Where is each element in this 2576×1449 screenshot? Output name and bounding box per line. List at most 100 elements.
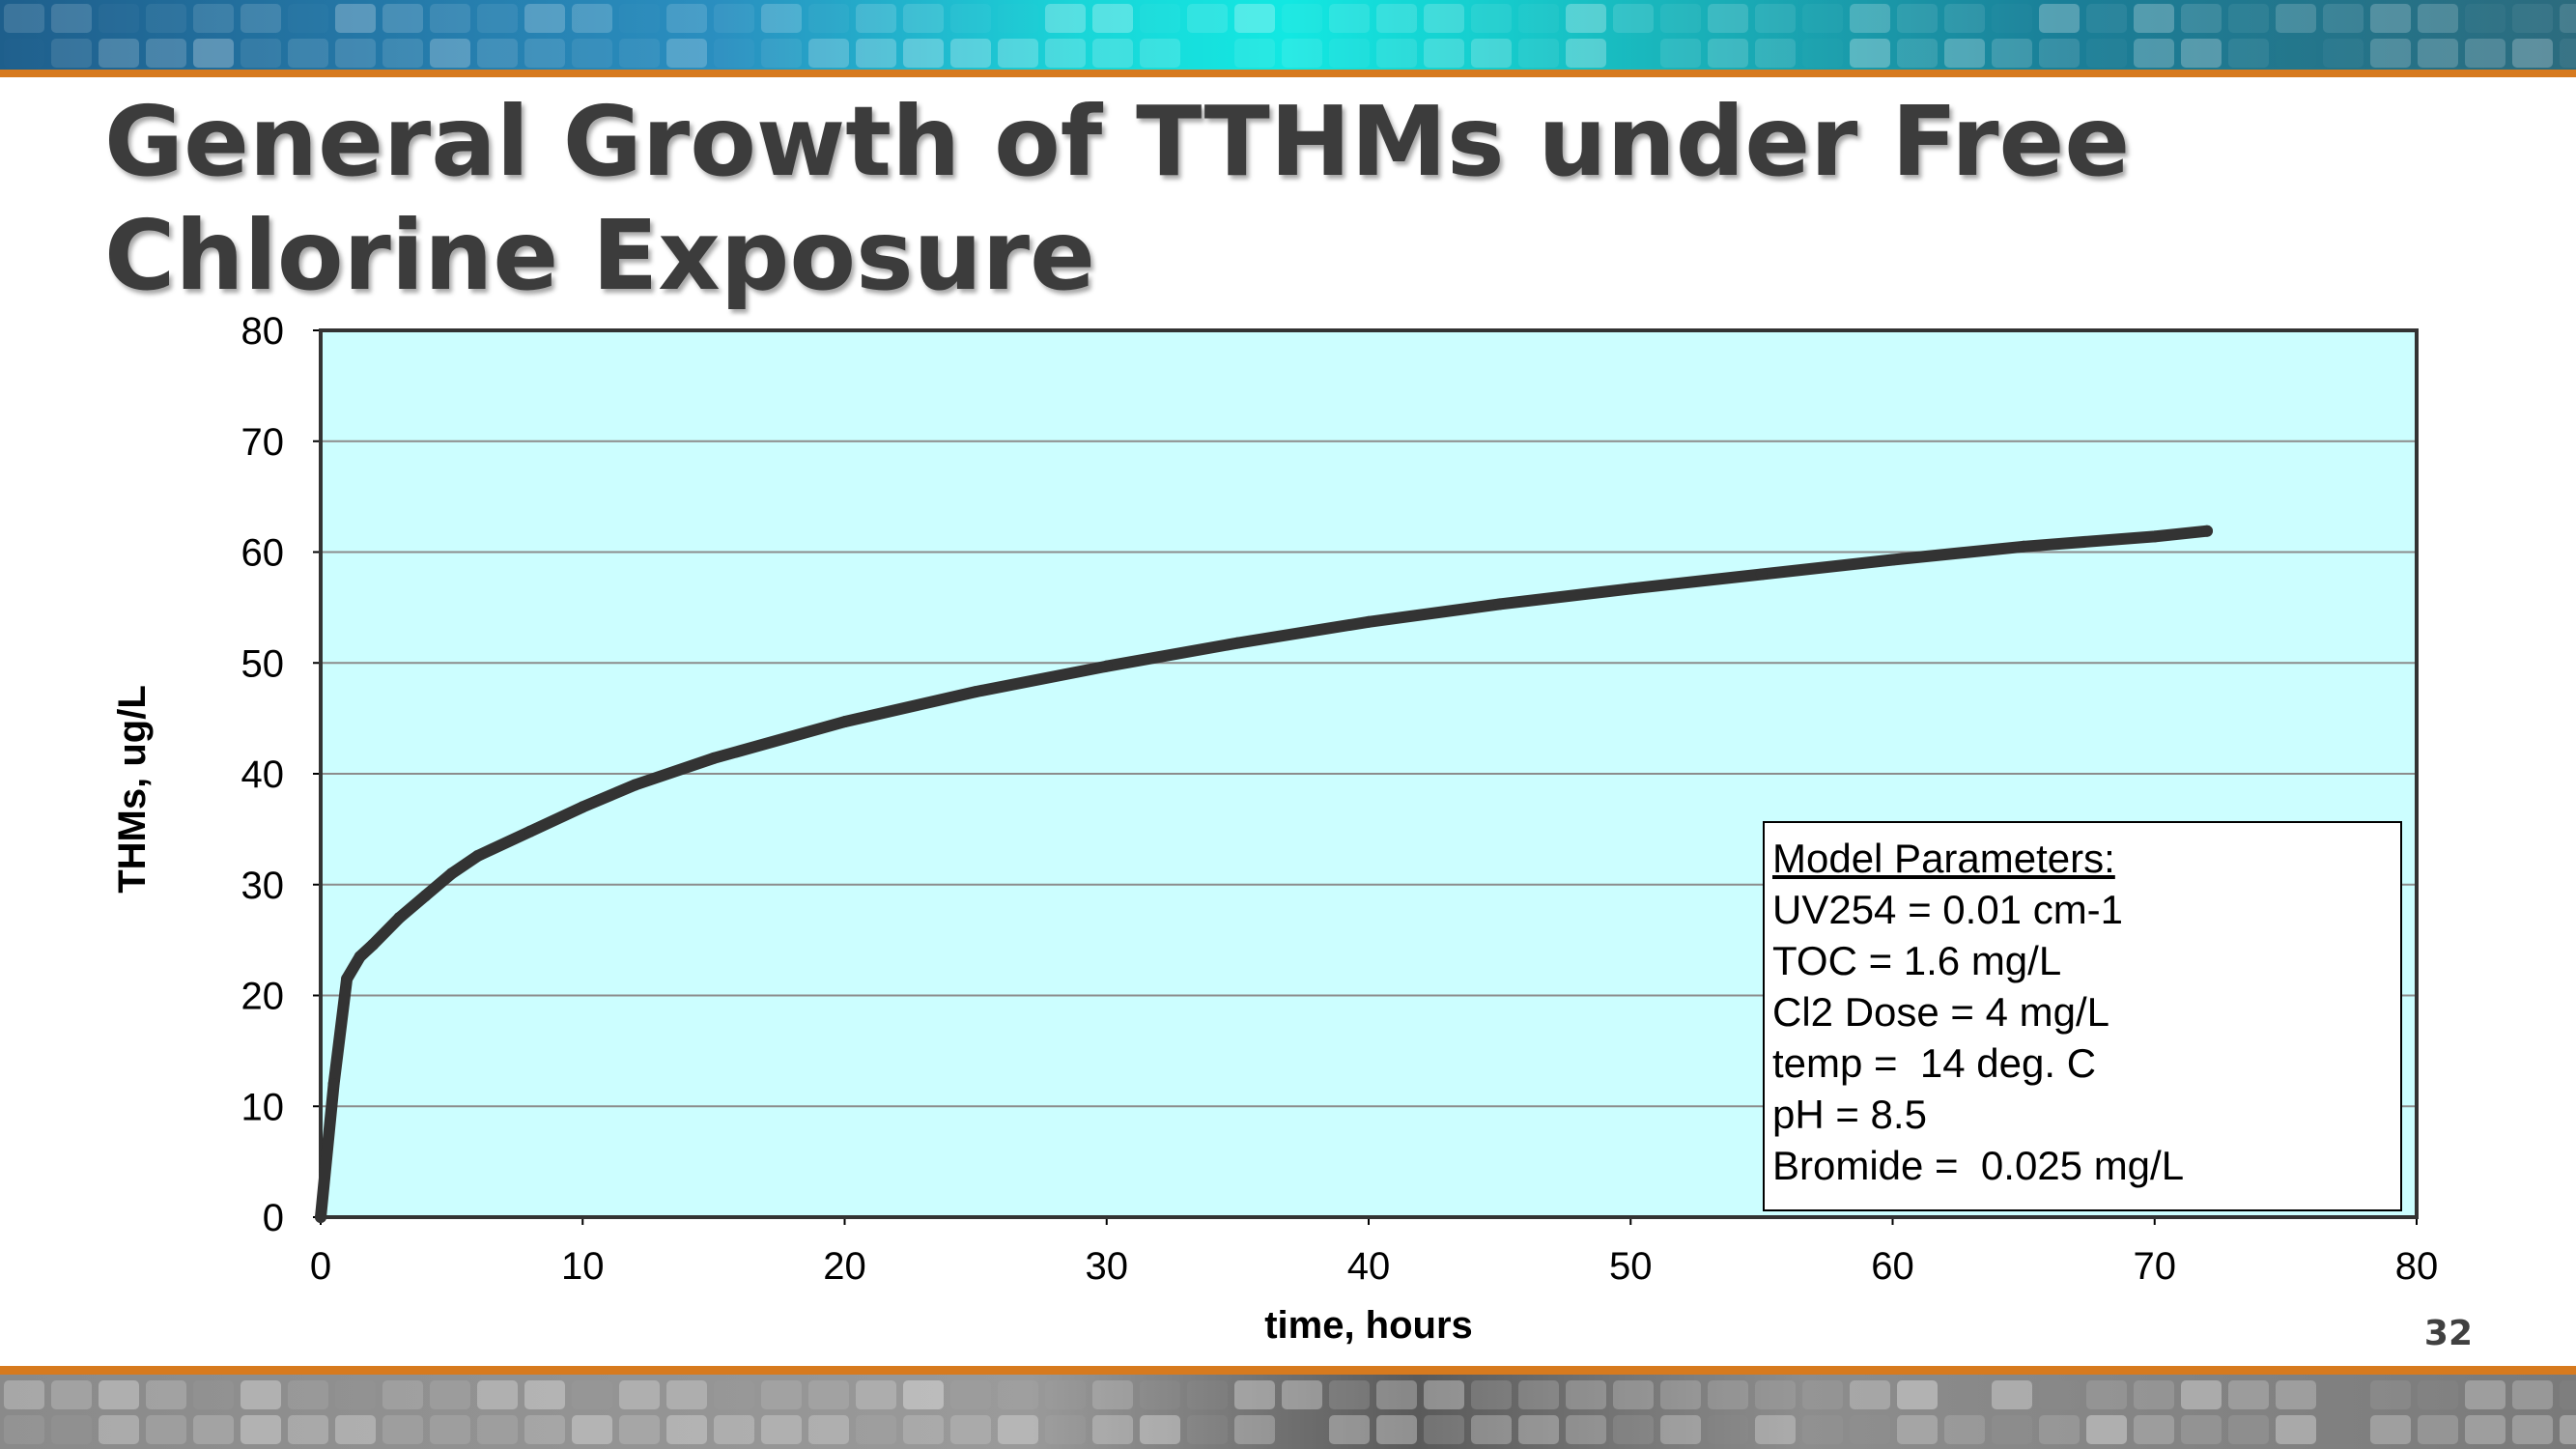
- banner-tile: [2134, 4, 2174, 33]
- banner-tile: [714, 1380, 754, 1409]
- banner-tile: [193, 4, 234, 33]
- header-banner: [0, 0, 2576, 70]
- banner-tile: [1234, 4, 1275, 33]
- y-tick-label: 30: [241, 865, 285, 907]
- banner-tile: [998, 1380, 1038, 1409]
- banner-tile: [856, 39, 896, 68]
- data-point: [2148, 530, 2161, 543]
- banner-tile: [241, 4, 281, 33]
- x-axis-label: time, hours: [1264, 1304, 1473, 1347]
- banner-tile: [950, 1380, 991, 1409]
- data-point: [367, 938, 380, 951]
- footer-banner: [0, 1375, 2576, 1449]
- data-point: [1886, 554, 1899, 566]
- banner-tile: [1424, 4, 1464, 33]
- banner-tile: [288, 1380, 328, 1409]
- data-point: [445, 867, 458, 880]
- banner-tile: [1045, 1380, 1086, 1409]
- banner-tile: [2323, 4, 2364, 33]
- x-tick-label: 30: [1086, 1245, 1129, 1288]
- banner-tile: [2039, 4, 2080, 33]
- banner-tile: [1376, 1415, 1417, 1444]
- banner-tile: [241, 39, 281, 68]
- banner-tile: [1802, 1380, 1843, 1409]
- banner-tile: [2418, 1415, 2458, 1444]
- banner-tile: [1660, 1415, 1701, 1444]
- banner-tile: [1897, 1415, 1938, 1444]
- data-point: [629, 779, 641, 791]
- banner-tile: [1518, 39, 1559, 68]
- data-point: [577, 801, 589, 813]
- banner-tile: [1140, 1415, 1180, 1444]
- data-point: [1363, 615, 1374, 628]
- banner-tile: [1613, 4, 1654, 33]
- banner-tile: [1329, 4, 1370, 33]
- x-tick-label: 10: [561, 1245, 605, 1288]
- banner-tile: [2465, 1380, 2505, 1409]
- header-accent-stripe: [0, 70, 2576, 77]
- banner-tile: [2181, 1415, 2222, 1444]
- y-tick-label: 80: [241, 310, 285, 353]
- banner-tile: [903, 39, 944, 68]
- banner-tile: [1234, 1380, 1275, 1409]
- banner-tile: [1471, 39, 1512, 68]
- parameter-uv254: UV254 = 0.01 cm-1: [1772, 887, 2124, 932]
- banner-tile: [808, 4, 849, 33]
- banner-tile: [2039, 1380, 2080, 1409]
- y-tick-label: 0: [263, 1197, 284, 1239]
- banner-tile: [2323, 1380, 2364, 1409]
- banner-tile: [1613, 1380, 1654, 1409]
- banner-tile: [335, 1380, 376, 1409]
- parameter-cl2-dose: Cl2 Dose = 4 mg/L: [1772, 989, 2110, 1035]
- banner-tile: [477, 39, 518, 68]
- banner-tile: [1092, 4, 1133, 33]
- banner-tile: [1376, 1380, 1417, 1409]
- banner-tile: [1471, 4, 1512, 33]
- model-parameters-box: Model Parameters: UV254 = 0.01 cm-1 TOC …: [1763, 821, 2402, 1211]
- banner-tile: [2134, 39, 2174, 68]
- banner-tile: [1566, 1380, 1606, 1409]
- banner-tile: [1187, 1380, 1228, 1409]
- banner-tile: [714, 1415, 754, 1444]
- banner-tile: [2418, 1380, 2458, 1409]
- y-tick-label: 10: [241, 1086, 285, 1128]
- banner-tile: [572, 39, 612, 68]
- banner-tile: [2560, 1415, 2576, 1444]
- data-point: [838, 716, 851, 728]
- banner-tile: [1140, 1380, 1180, 1409]
- banner-tile: [1282, 1415, 1322, 1444]
- banner-tile: [1187, 1415, 1228, 1444]
- banner-tile: [619, 39, 660, 68]
- banner-tile: [572, 1415, 612, 1444]
- parameter-bromide: Bromide = 0.025 mg/L: [1772, 1143, 2185, 1188]
- banner-tile: [193, 1380, 234, 1409]
- banner-tile: [619, 1380, 660, 1409]
- banner-tile: [2512, 39, 2553, 68]
- banner-tile: [1092, 1380, 1133, 1409]
- banner-tile: [382, 39, 423, 68]
- banner-tile: [761, 4, 802, 33]
- banner-tile: [382, 1415, 423, 1444]
- banner-tile: [146, 1415, 186, 1444]
- banner-tile: [666, 1415, 707, 1444]
- banner-tile: [524, 4, 565, 33]
- banner-tile: [382, 1380, 423, 1409]
- banner-tile: [1944, 39, 1985, 68]
- banner-tile: [998, 1415, 1038, 1444]
- banner-tile: [2134, 1415, 2174, 1444]
- x-tick-label: 60: [1871, 1245, 1914, 1288]
- banner-tile: [1329, 1380, 1370, 1409]
- banner-tile: [2086, 4, 2127, 33]
- banner-tile: [193, 39, 234, 68]
- data-point: [524, 825, 536, 838]
- banner-tile: [1897, 4, 1938, 33]
- banner-tile: [1755, 39, 1796, 68]
- data-point: [2201, 525, 2213, 537]
- plot-frame: [319, 328, 2419, 1219]
- banner-tile: [1944, 4, 1985, 33]
- page-number: 32: [2423, 1314, 2473, 1353]
- banner-tile: [903, 4, 944, 33]
- banner-tile: [2228, 4, 2269, 33]
- banner-tile: [1850, 1380, 1890, 1409]
- banner-tile: [1234, 39, 1275, 68]
